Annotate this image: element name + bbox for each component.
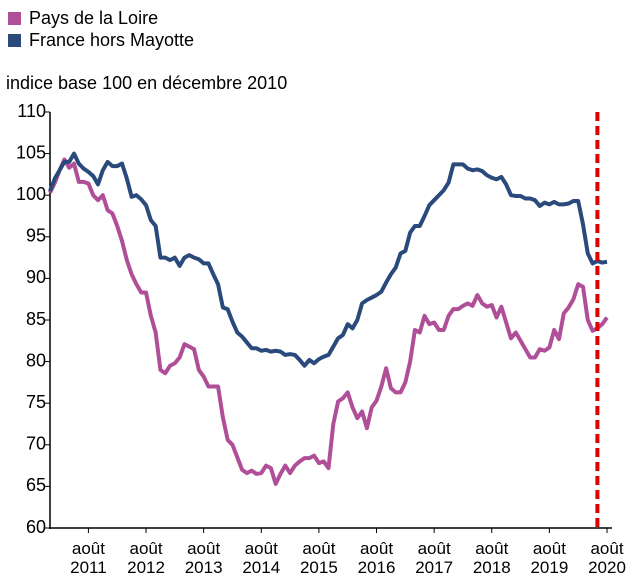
y-tick-label: 65 xyxy=(26,475,46,495)
x-tick-label: août 2016 xyxy=(357,539,396,577)
y-tick-label: 100 xyxy=(16,184,46,204)
legend-label: France hors Mayotte xyxy=(29,30,194,50)
x-tick-label: août 2019 xyxy=(530,539,569,577)
x-tick-label: août 2015 xyxy=(299,539,338,577)
y-tick-label: 75 xyxy=(26,392,46,412)
y-tick-label: 105 xyxy=(16,142,46,162)
x-tick-label: août 2018 xyxy=(472,539,511,577)
y-tick-label: 90 xyxy=(26,267,46,287)
x-tick-label: août 2013 xyxy=(184,539,223,577)
y-tick-label: 80 xyxy=(26,350,46,370)
x-tick-label: août 2014 xyxy=(242,539,281,577)
x-tick-label: août 2020 xyxy=(588,539,626,577)
legend-swatch xyxy=(8,12,21,25)
y-tick-label: 60 xyxy=(26,517,46,537)
y-tick-label: 95 xyxy=(26,226,46,246)
legend-swatch xyxy=(8,34,21,47)
x-tick-label: août 2017 xyxy=(415,539,454,577)
x-tick-label: août 2012 xyxy=(127,539,165,577)
x-tick-label: août 2011 xyxy=(70,539,107,577)
series-line xyxy=(48,151,608,368)
series-line xyxy=(48,157,609,486)
y-tick-label: 110 xyxy=(17,101,46,121)
subtitle: indice base 100 en décembre 2010 xyxy=(6,73,287,93)
legend-label: Pays de la Loire xyxy=(29,8,158,28)
y-tick-label: 70 xyxy=(26,434,46,454)
y-tick-label: 85 xyxy=(26,309,46,329)
